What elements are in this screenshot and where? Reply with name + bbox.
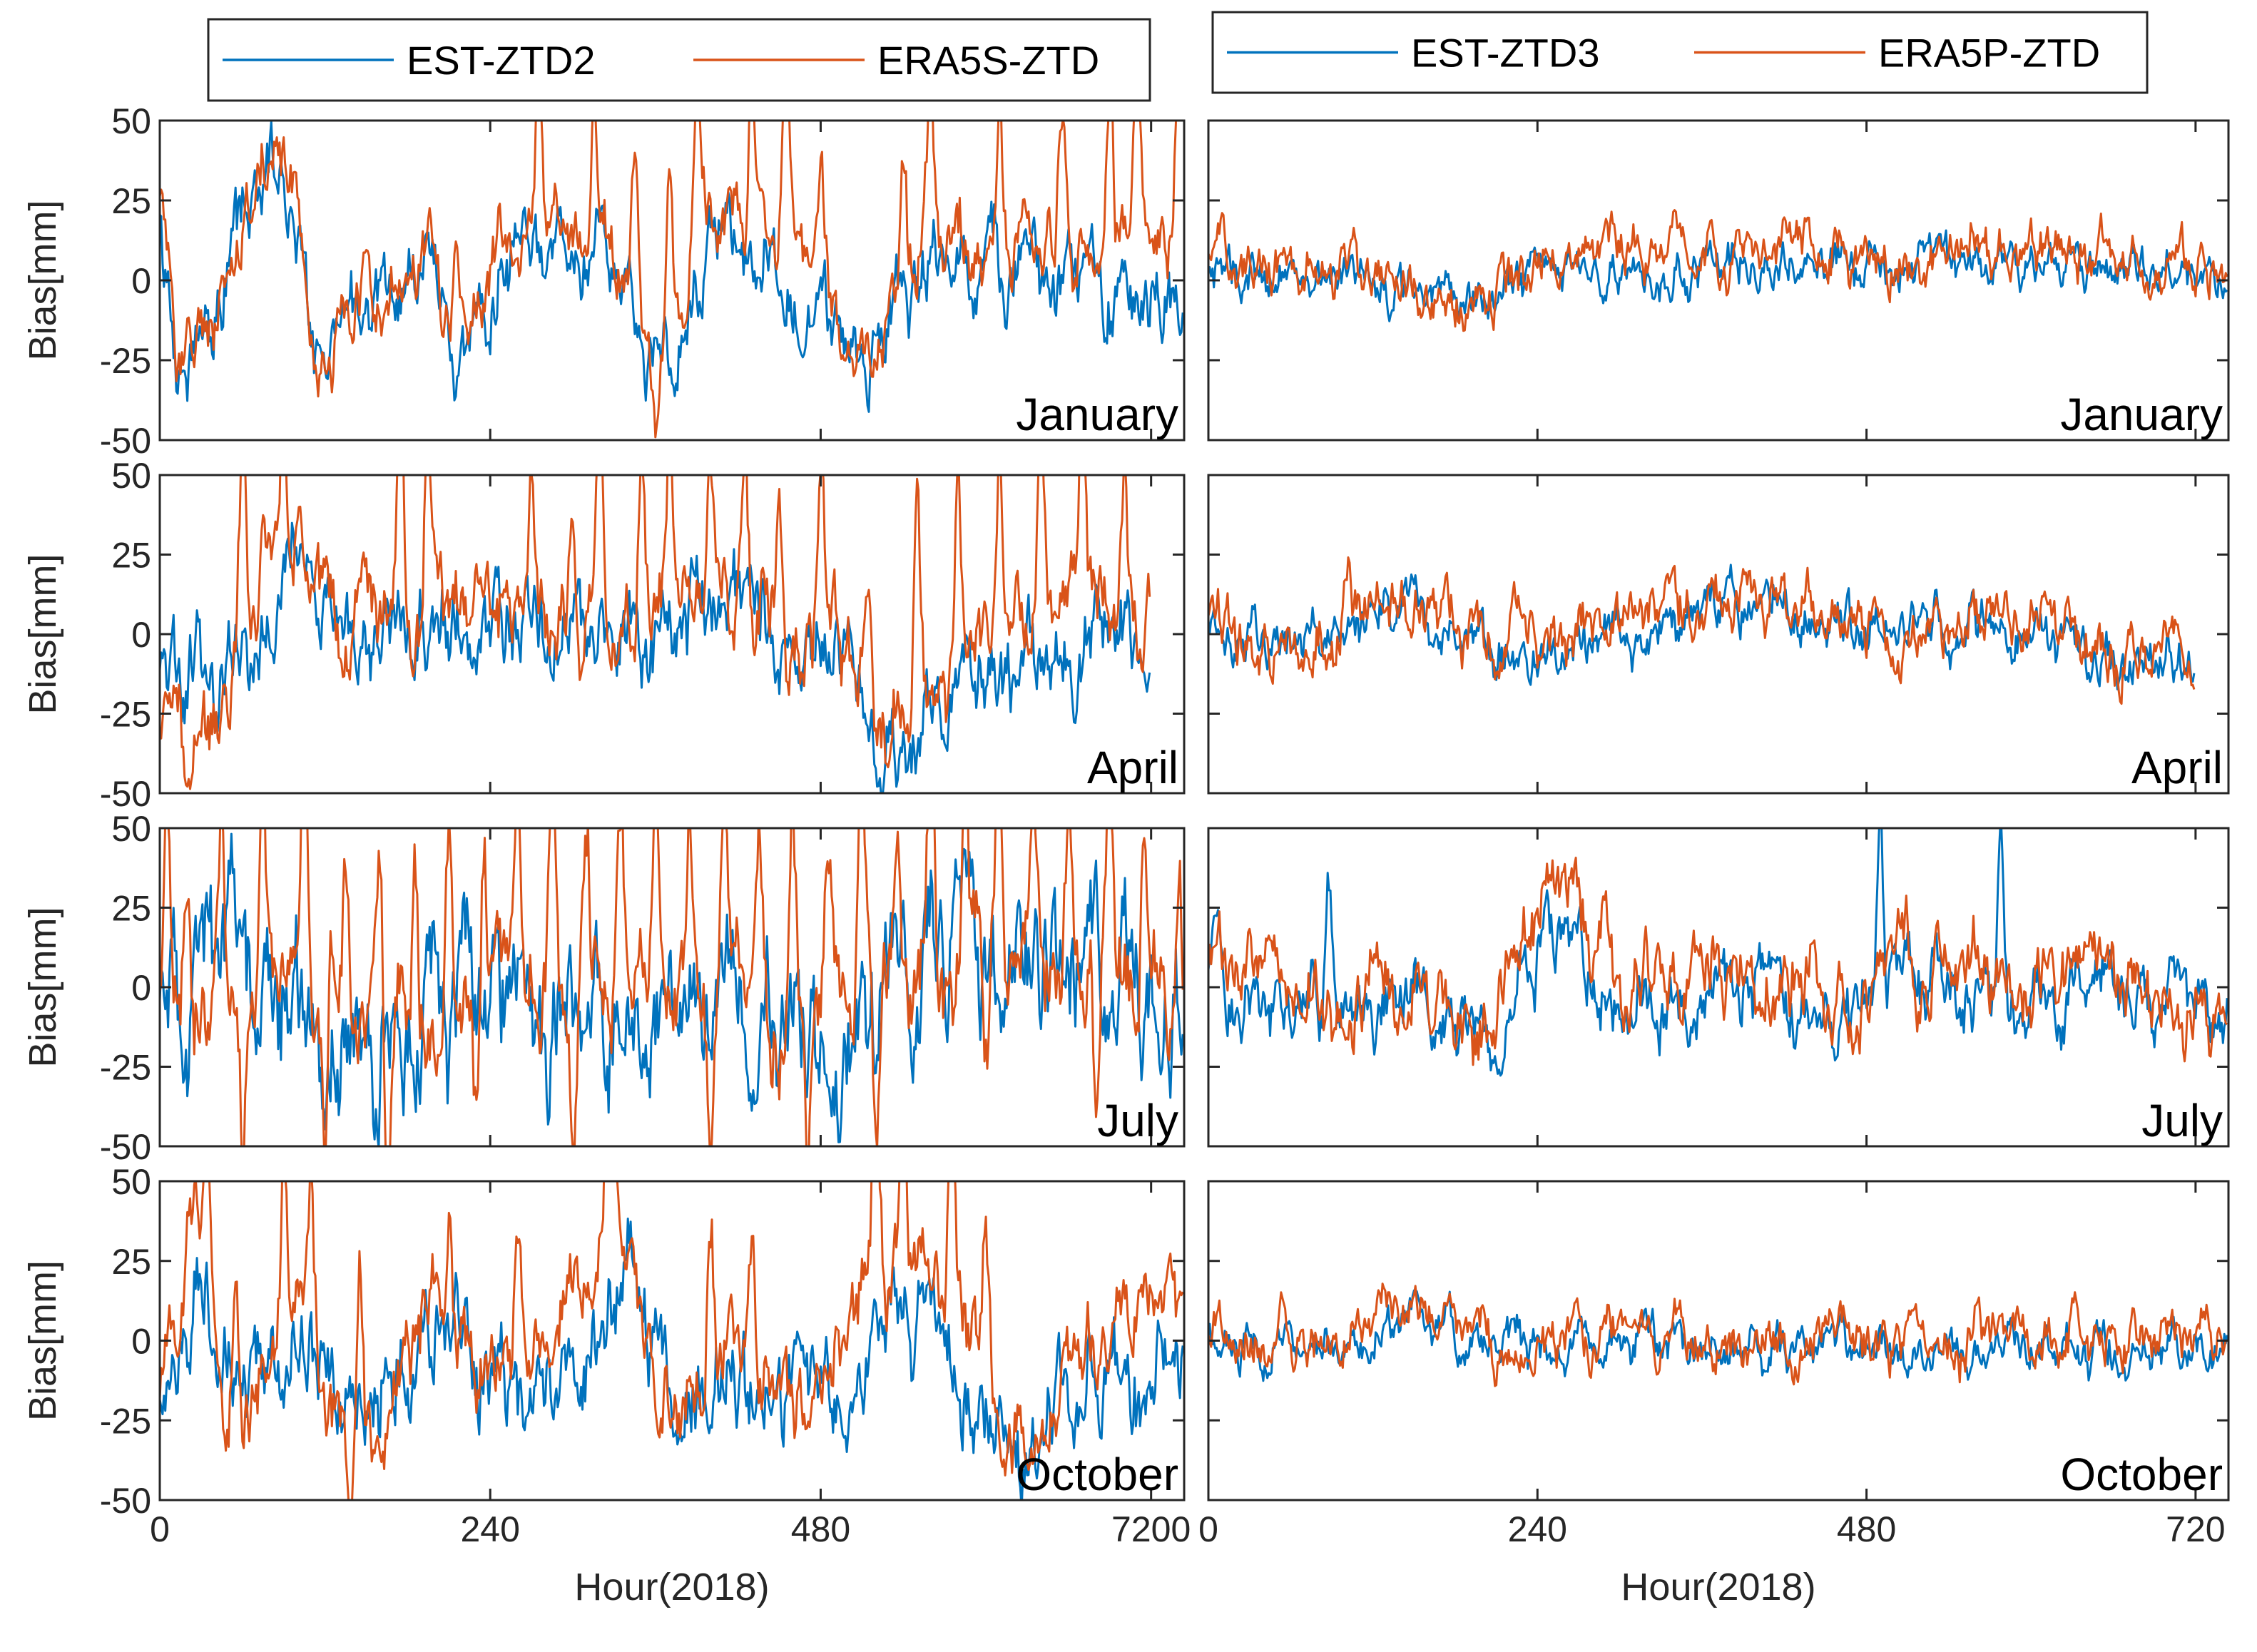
legend-label-1: EST-ZTD3: [1411, 31, 1599, 76]
y-tick-label: -50: [100, 774, 151, 814]
y-tick-label: 0: [131, 968, 151, 1008]
series-line-est-ztd2: [160, 832, 1184, 1146]
series-line-est-ztd3: [1208, 229, 2228, 322]
series-line-est-ztd3: [1208, 828, 2228, 1077]
y-tick-label: 0: [131, 1322, 151, 1362]
month-label: July: [1097, 1095, 1178, 1146]
month-label: April: [1087, 742, 1178, 793]
y-tick-label: 50: [111, 1162, 151, 1202]
x-tick-label: 7200: [1111, 1509, 1191, 1549]
y-tick-label: -25: [100, 1048, 151, 1088]
y-tick-label: 25: [111, 1242, 151, 1282]
legend-label-2: ERA5S-ZTD: [877, 38, 1099, 83]
y-tick-label: -50: [100, 421, 151, 461]
legend-2: EST-ZTD3 ERA5P-ZTD: [1211, 11, 2149, 94]
panel-april-col2: April: [1207, 474, 2230, 795]
plots-layer: EST-ZTD2 ERA5S-ZTD EST-ZTD3 ERA5P-ZTD50250-…: [21, 11, 2230, 1608]
panel-january-col2: January: [1207, 119, 2230, 442]
series-line-era5p-ztd: [1208, 1283, 2228, 1387]
y-tick-label: 50: [111, 456, 151, 496]
x-tick-label: 240: [461, 1509, 520, 1549]
legend-label-2: ERA5P-ZTD: [1878, 31, 2100, 76]
y-tick-label: 0: [131, 615, 151, 655]
month-label: January: [2060, 389, 2223, 440]
month-label: October: [2060, 1449, 2223, 1500]
x-tick-label: 0: [1198, 1509, 1218, 1549]
y-tick-label: 25: [111, 536, 151, 576]
panel-july-col1: 50 25 0 -25 -50 Bias[mm] July: [21, 809, 1186, 1167]
month-label: October: [1016, 1449, 1178, 1500]
x-axis-label: Hour(2018): [574, 1566, 769, 1608]
y-tick-label: -25: [100, 695, 151, 735]
month-label: April: [2131, 742, 2223, 793]
x-axis-label: Hour(2018): [1621, 1566, 1815, 1608]
series-line-era5p-ztd: [1208, 556, 2196, 705]
series-line-era5s-ztd: [160, 1181, 1184, 1500]
legend-1: EST-ZTD2 ERA5S-ZTD: [207, 18, 1151, 102]
panel-january-col1: 50 25 0 -25 -50 Bias[mm] January: [21, 101, 1186, 461]
y-tick-label: -50: [100, 1481, 151, 1521]
y-axis-label: Bias[mm]: [21, 200, 64, 360]
y-tick-label: -25: [100, 1401, 151, 1441]
y-axis-label: Bias[mm]: [21, 554, 64, 714]
series-line-era5s-ztd: [160, 828, 1184, 1146]
y-tick-label: 50: [111, 809, 151, 849]
legend-label-1: EST-ZTD2: [407, 38, 595, 83]
month-label: January: [1016, 389, 1178, 440]
x-tick-label: 720: [2166, 1509, 2225, 1549]
y-tick-label: 0: [131, 261, 151, 301]
y-tick-label: -25: [100, 341, 151, 381]
y-tick-label: 25: [111, 181, 151, 221]
panel-april-col1: 50 25 0 -25 -50 Bias[mm] April: [21, 456, 1186, 814]
series-line-era5p-ztd: [1208, 857, 2228, 1066]
series-line-era5s-ztd: [160, 475, 1151, 790]
x-tick-label: 240: [1508, 1509, 1567, 1549]
series-line-era5p-ztd: [1208, 209, 2228, 332]
panel-july-col2: July: [1207, 827, 2230, 1148]
month-label: July: [2141, 1095, 2223, 1146]
y-axis-label: Bias[mm]: [21, 907, 64, 1067]
y-tick-label: -50: [100, 1127, 151, 1167]
series-line-era5s-ztd: [160, 121, 1178, 439]
x-tick-label: 0: [150, 1509, 170, 1549]
panel-october-col2: 0 240 480 720 October Hour(2018): [1198, 1180, 2230, 1608]
x-tick-label: 480: [791, 1509, 850, 1549]
y-axis-label: Bias[mm]: [21, 1260, 64, 1421]
y-tick-label: 25: [111, 889, 151, 929]
series-line-est-ztd2: [160, 521, 1151, 793]
y-tick-label: 50: [111, 101, 151, 141]
x-tick-label: 480: [1837, 1509, 1896, 1549]
